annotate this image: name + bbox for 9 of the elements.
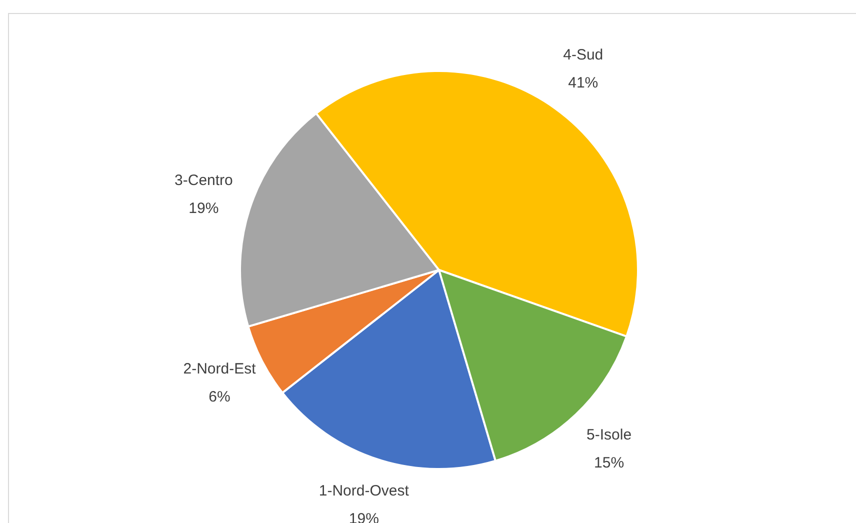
slice-label: 2-Nord-Est	[183, 360, 257, 378]
slice-label: 5-Isole	[586, 426, 632, 444]
data-label: 15%	[594, 454, 624, 472]
slice-label: 1-Nord-Ovest	[318, 482, 410, 500]
slice-label: 3-Centro	[174, 172, 233, 190]
data-label: 41%	[568, 74, 598, 92]
data-label: 19%	[188, 200, 219, 218]
slice-label: 4-Sud	[563, 46, 604, 64]
data-label: 6%	[208, 388, 230, 406]
